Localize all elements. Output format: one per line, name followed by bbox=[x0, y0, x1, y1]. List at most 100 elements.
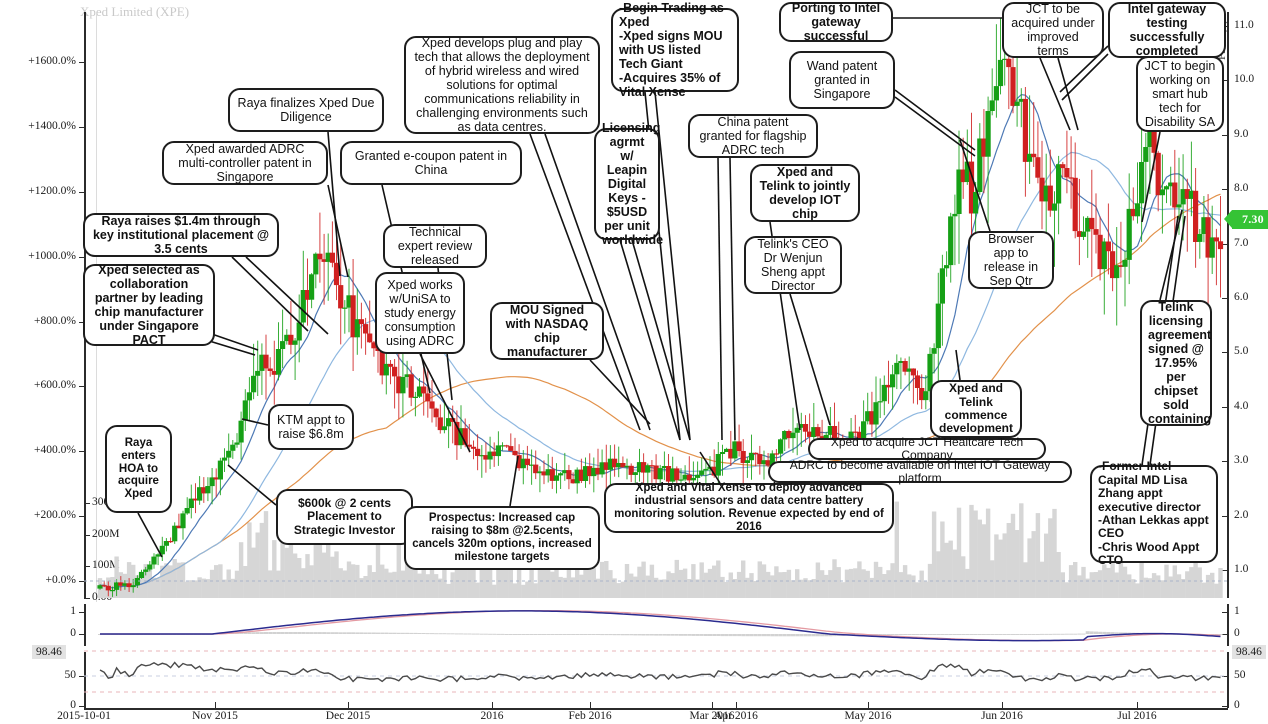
x-axis-tick bbox=[215, 702, 216, 708]
x-axis-tick bbox=[1002, 702, 1003, 708]
annotation-callout-ktm-appt[interactable]: KTM appt to raise $6.8m bbox=[268, 404, 354, 450]
rsi-axis-right bbox=[1227, 652, 1229, 708]
left-axis-tick bbox=[79, 62, 85, 63]
annotation-callout-adrc-intel-iot[interactable]: ADRC to become available on Intel IOT Ga… bbox=[768, 457, 1072, 485]
macd-axis-left bbox=[84, 604, 86, 646]
annotation-callout-raya-due-diligence[interactable]: Raya finalizes Xped Due Diligence bbox=[228, 88, 384, 132]
annotation-callout-adrc-multicontroller[interactable]: Xped awarded ADRC multi-controller paten… bbox=[162, 141, 328, 185]
annotation-callout-mou-nasdaq[interactable]: MOU Signed with NASDAQ chip manufacturer bbox=[490, 302, 604, 360]
macd-axis-label: 1 bbox=[70, 605, 76, 617]
x-axis-tick bbox=[712, 702, 713, 708]
right-axis-label: 5.0 bbox=[1234, 345, 1249, 358]
annotation-text: Raya finalizes Xped Due Diligence bbox=[237, 96, 375, 124]
annotation-callout-telink-ceo[interactable]: Telink's CEO Dr Wenjun Sheng appt Direct… bbox=[744, 236, 842, 294]
x-axis-tick bbox=[736, 702, 737, 708]
annotation-text: ADRC to become available on Intel IOT Ga… bbox=[789, 457, 1051, 485]
x-axis-label: Feb 2016 bbox=[568, 710, 612, 722]
annotation-text: Porting to Intel gateway successful bbox=[791, 1, 881, 43]
rsi-value-badge-left: 98.46 bbox=[32, 645, 66, 659]
macd-axis-label-right: 0 bbox=[1234, 627, 1240, 639]
annotation-callout-xped-collab[interactable]: Xped selected as collaboration partner b… bbox=[83, 263, 215, 347]
rsi-axis-label: 50 bbox=[64, 669, 77, 681]
rsi-axis-label-right: 0 bbox=[1234, 699, 1240, 711]
annotation-text: Granted e-coupon patent in China bbox=[354, 149, 508, 177]
right-axis-tick bbox=[1222, 461, 1228, 463]
chart-watermark: Xped Limited (XPE) bbox=[80, 4, 190, 19]
annotation-text: KTM appt to raise $6.8m bbox=[276, 413, 346, 441]
annotation-callout-ecoupon-patent[interactable]: Granted e-coupon patent in China bbox=[340, 141, 522, 185]
left-axis-tick bbox=[79, 256, 85, 258]
annotation-callout-technical-expert[interactable]: Technical expert review released bbox=[383, 224, 487, 268]
left-axis-tick bbox=[79, 321, 85, 323]
x-axis-tick bbox=[868, 702, 869, 708]
annotation-text: Xped and Telink commence development bbox=[938, 381, 1013, 436]
x-axis-label: 2015-10-01 bbox=[57, 710, 111, 722]
annotation-callout-xped-telink-commence[interactable]: Xped and Telink commence development bbox=[930, 380, 1022, 438]
annotation-callout-wand-patent[interactable]: Wand patent granted in Singapore bbox=[789, 51, 895, 109]
volume-axis-tick bbox=[84, 598, 90, 599]
left-axis-label: +200.0% bbox=[34, 509, 76, 522]
right-axis-label: 10.0 bbox=[1234, 73, 1255, 86]
rsi-axis-tick bbox=[79, 706, 85, 707]
x-axis-label: May 2016 bbox=[844, 710, 892, 722]
right-axis-label: 11.0 bbox=[1234, 19, 1254, 31]
annotation-callout-porting-intel[interactable]: Porting to Intel gateway successful bbox=[779, 1, 893, 43]
x-axis-label: Nov 2015 bbox=[192, 710, 238, 722]
annotation-callout-xped-plug-play[interactable]: Xped develops plug and play tech that al… bbox=[404, 36, 600, 134]
annotation-callout-xped-telink-iot[interactable]: Xped and Telink to jointly develop IOT c… bbox=[750, 164, 860, 222]
annotation-callout-intel-gateway-testing[interactable]: Intel gateway testing successfully compl… bbox=[1108, 2, 1226, 58]
annotation-callout-licensing-leapin[interactable]: Licensing agrmt w/ Leapin Digital Keys -… bbox=[594, 121, 663, 247]
annotation-text: Xped selected as collaboration partner b… bbox=[94, 263, 204, 347]
x-axis-tick bbox=[1137, 702, 1138, 708]
annotation-text: Wand patent granted in Singapore bbox=[806, 59, 878, 101]
volume-axis-label: 100M bbox=[92, 559, 120, 572]
rsi-axis-tick bbox=[79, 676, 85, 677]
volume-axis-tick bbox=[84, 566, 90, 568]
annotation-callout-china-patent[interactable]: China patent granted for flagship ADRC t… bbox=[688, 114, 818, 158]
x-axis-label: Mar 2016 bbox=[689, 710, 735, 722]
rsi-value-badge-right: 98.46 bbox=[1232, 645, 1266, 659]
annotation-callout-vital-xense-sensors[interactable]: Xped and Vital Xense to deploy advanced … bbox=[604, 482, 894, 533]
x-axis-label: Apr 2016 bbox=[714, 710, 758, 722]
annotation-callout-placement-600k[interactable]: $600k @ 2 cents Placement to Strategic I… bbox=[276, 489, 413, 545]
right-axis-tick bbox=[1222, 298, 1228, 299]
annotation-callout-raya-raises[interactable]: Raya raises $1.4m through key institutio… bbox=[83, 213, 279, 257]
left-axis-tick bbox=[79, 386, 85, 388]
annotation-text: Technical expert review released bbox=[397, 225, 473, 267]
annotation-text: JCT to begin working on smart hub tech f… bbox=[1144, 59, 1216, 129]
x-axis-label: 2016 bbox=[480, 710, 504, 722]
annotation-callout-telink-licensing[interactable]: Telink licensing agreement signed @ 17.9… bbox=[1140, 300, 1212, 426]
annotation-text: Xped works w/UniSA to study energy consu… bbox=[384, 278, 456, 348]
left-axis-label: +400.0% bbox=[34, 444, 76, 457]
annotation-callout-jct-acquired[interactable]: JCT to be acquired under improved terms bbox=[1002, 2, 1104, 58]
left-axis-label: +800.0% bbox=[34, 314, 76, 327]
annotation-callout-acquire-jct[interactable]: Xped to acquire JCT Healtcare Tech Compa… bbox=[808, 435, 1046, 462]
annotation-text: Licensing agrmt w/ Leapin Digital Keys -… bbox=[602, 121, 664, 247]
annotation-text: MOU Signed with NASDAQ chip manufacturer bbox=[505, 303, 589, 359]
right-axis-tick bbox=[1222, 406, 1228, 408]
annotation-callout-prospectus[interactable]: Prospectus: Increased cap raising to $8m… bbox=[404, 506, 600, 570]
x-axis-label: Jun 2016 bbox=[981, 710, 1023, 722]
annotation-callout-intel-capital-md[interactable]: -Former Intel Capital MD Lisa Zhang appt… bbox=[1090, 460, 1218, 567]
annotation-text: Raya enters HOA to acquire Xped bbox=[118, 436, 159, 501]
right-axis-label: 6.0 bbox=[1234, 291, 1249, 303]
right-axis-label: 7.0 bbox=[1234, 236, 1249, 249]
right-axis-label: 8.0 bbox=[1234, 182, 1249, 195]
left-axis-label: +600.0% bbox=[34, 379, 76, 392]
price-axis-right bbox=[1227, 12, 1229, 598]
annotation-text: Telink's CEO Dr Wenjun Sheng appt Direct… bbox=[757, 237, 829, 293]
left-axis-tick bbox=[79, 451, 85, 453]
annotation-text: -Former Intel Capital MD Lisa Zhang appt… bbox=[1098, 459, 1209, 568]
annotation-callout-jct-smart-hub[interactable]: JCT to begin working on smart hub tech f… bbox=[1136, 56, 1224, 132]
annotation-text: Telink licensing agreement signed @ 17.9… bbox=[1148, 300, 1212, 426]
annotation-callout-unisa-energy[interactable]: Xped works w/UniSA to study energy consu… bbox=[375, 272, 465, 354]
right-axis-tick bbox=[1222, 515, 1228, 517]
x-axis-tick bbox=[492, 702, 493, 708]
annotation-text: Xped awarded ADRC multi-controller paten… bbox=[178, 142, 312, 184]
annotation-callout-begin-trading[interactable]: -Begin Trading as Xped -Xped signs MOU wi… bbox=[611, 1, 739, 99]
annotation-callout-browser-app[interactable]: Browser app to release in Sep Qtr bbox=[968, 231, 1054, 289]
annotation-callout-raya-hoa[interactable]: Raya enters HOA to acquire Xped bbox=[105, 425, 172, 513]
volume-axis-tick bbox=[84, 503, 90, 504]
